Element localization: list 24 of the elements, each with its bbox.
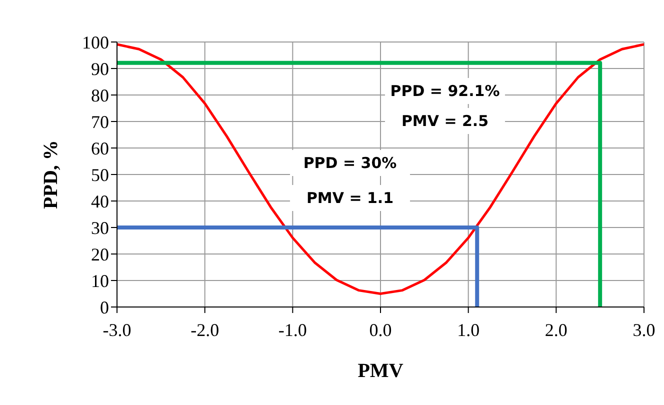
y-tick-label: 100	[82, 32, 109, 52]
x-tick-label: 0.0	[369, 320, 392, 340]
x-tick-label: 3.0	[632, 320, 656, 340]
y-tick-label: 80	[91, 85, 109, 106]
y-tick-label: 90	[91, 58, 109, 79]
x-tick-label: -3.0	[102, 320, 132, 340]
y-tick-label: 20	[91, 244, 109, 264]
y-tick-label: 0	[100, 297, 109, 318]
y-tick-label: 40	[91, 191, 109, 212]
annotation: PMV = 1.1	[290, 185, 410, 211]
annotation: PPD = 30%	[290, 150, 410, 176]
x-axis-title: PMV	[358, 360, 404, 382]
y-tick-label: 30	[91, 218, 109, 238]
x-tick-label: -2.0	[190, 320, 220, 340]
y-tick-label: 50	[91, 164, 109, 185]
y-tick-label: 70	[91, 112, 109, 132]
annotation: PMV = 2.5	[385, 108, 505, 134]
y-tick-label: 10	[91, 270, 109, 291]
y-tick-label: 60	[91, 138, 109, 158]
x-tick-label: -1.0	[278, 320, 307, 340]
x-tick-label: 1.0	[457, 320, 480, 340]
y-axis-title: PPD, %	[40, 140, 62, 209]
annotation: PPD = 92.1%	[385, 78, 505, 104]
x-tick-label: 2.0	[544, 320, 568, 340]
